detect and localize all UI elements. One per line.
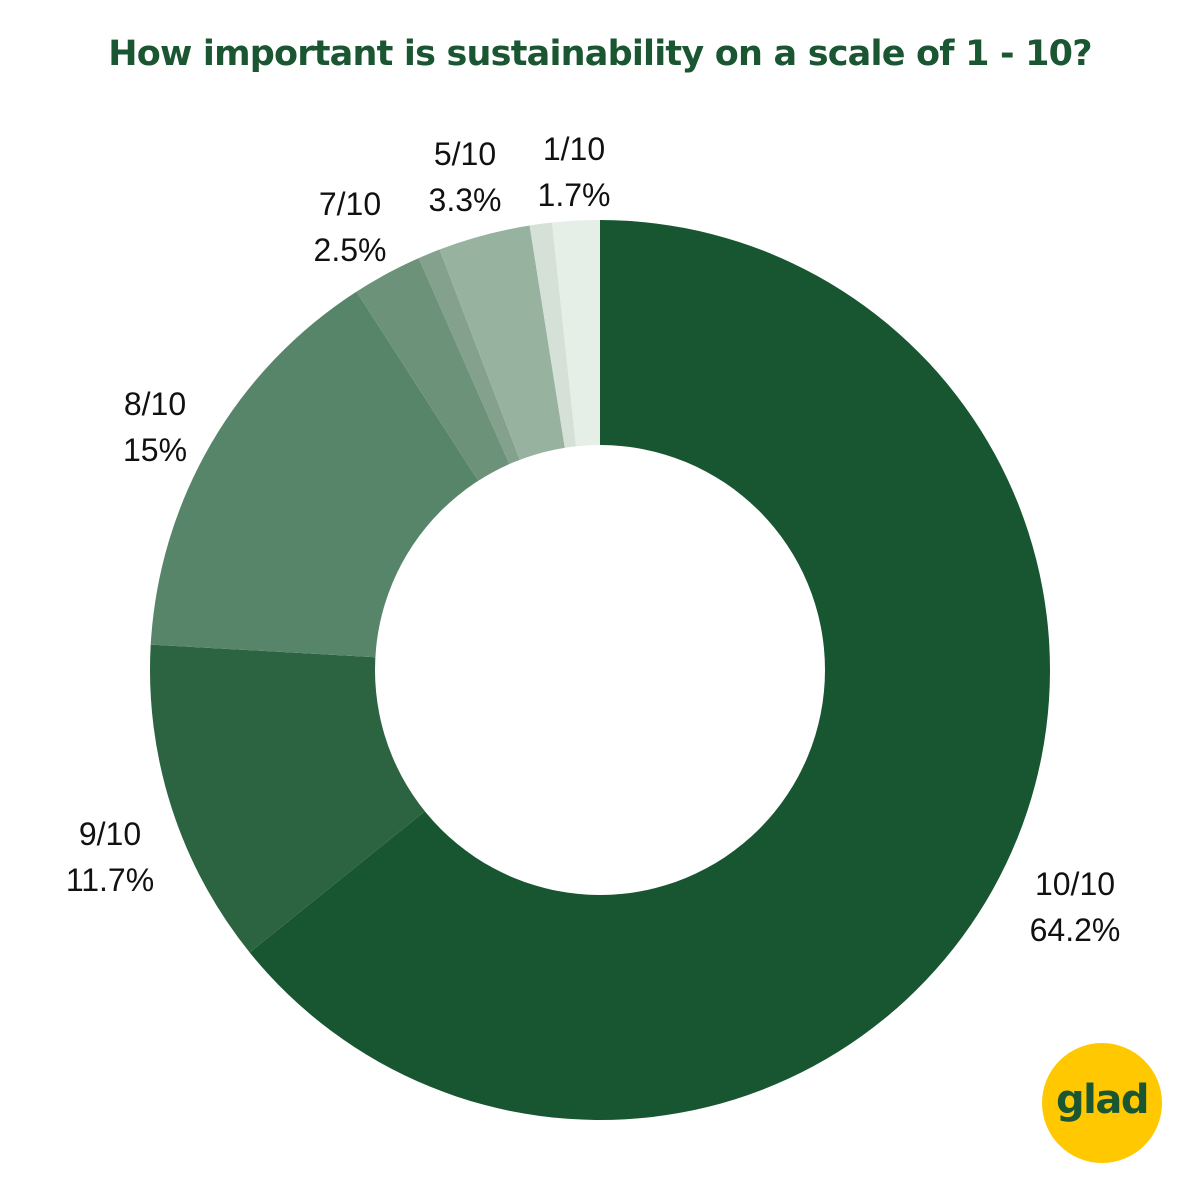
slice-category-label: 7/10: [319, 186, 381, 222]
slice-category-label: 1/10: [543, 131, 605, 167]
slice-category-label: 9/10: [79, 816, 141, 852]
slice-percent-label: 64.2%: [1030, 912, 1121, 948]
glad-logo-text: glad: [1056, 1077, 1149, 1123]
slice-percent-label: 3.3%: [429, 182, 502, 218]
slice-percent-label: 1.7%: [538, 177, 611, 213]
chart-title: How important is sustainability on a sca…: [108, 34, 1092, 74]
slice-percent-label: 2.5%: [314, 232, 387, 268]
slice-percent-label: 11.7%: [66, 862, 154, 898]
glad-logo: glad: [1042, 1043, 1162, 1163]
slice-category-label: 8/10: [124, 386, 186, 422]
slice-category-label: 5/10: [434, 136, 496, 172]
slice-labels: 10/10 64.2% 9/10 11.7% 8/10 15% 7/10 2.5% 5/10 3.…: [66, 131, 1121, 948]
donut-hole: [375, 445, 825, 895]
slice-category-label: 10/10: [1035, 866, 1115, 902]
slice-percent-label: 15%: [123, 432, 187, 468]
